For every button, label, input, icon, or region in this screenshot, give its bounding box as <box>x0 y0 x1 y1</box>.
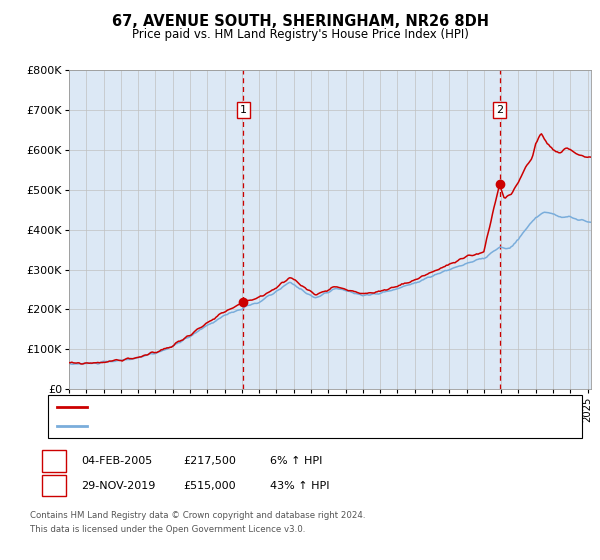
Text: 67, AVENUE SOUTH, SHERINGHAM, NR26 8DH (detached house): 67, AVENUE SOUTH, SHERINGHAM, NR26 8DH (… <box>93 402 427 412</box>
Text: 1: 1 <box>50 456 58 466</box>
Text: 67, AVENUE SOUTH, SHERINGHAM, NR26 8DH: 67, AVENUE SOUTH, SHERINGHAM, NR26 8DH <box>112 14 488 29</box>
Text: 04-FEB-2005: 04-FEB-2005 <box>81 456 152 466</box>
Text: £515,000: £515,000 <box>183 480 236 491</box>
Text: 43% ↑ HPI: 43% ↑ HPI <box>270 480 329 491</box>
Text: 1: 1 <box>240 105 247 115</box>
Text: £217,500: £217,500 <box>183 456 236 466</box>
Text: 2: 2 <box>50 480 58 491</box>
Text: 6% ↑ HPI: 6% ↑ HPI <box>270 456 322 466</box>
Text: HPI: Average price, detached house, North Norfolk: HPI: Average price, detached house, Nort… <box>93 421 356 431</box>
Text: 2: 2 <box>496 105 503 115</box>
Text: Price paid vs. HM Land Registry's House Price Index (HPI): Price paid vs. HM Land Registry's House … <box>131 28 469 41</box>
Text: Contains HM Land Registry data © Crown copyright and database right 2024.: Contains HM Land Registry data © Crown c… <box>30 511 365 520</box>
Text: 29-NOV-2019: 29-NOV-2019 <box>81 480 155 491</box>
Text: This data is licensed under the Open Government Licence v3.0.: This data is licensed under the Open Gov… <box>30 525 305 534</box>
